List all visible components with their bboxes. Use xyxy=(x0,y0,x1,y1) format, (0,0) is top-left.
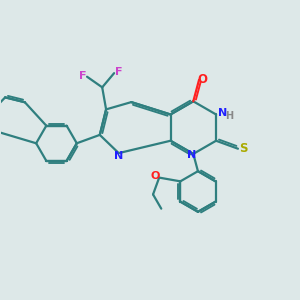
Text: N: N xyxy=(218,108,227,118)
Text: F: F xyxy=(115,67,122,77)
Text: H: H xyxy=(225,111,233,121)
Text: N: N xyxy=(188,150,197,161)
Text: S: S xyxy=(239,142,248,155)
Text: O: O xyxy=(198,73,208,86)
Text: O: O xyxy=(150,171,160,181)
Text: N: N xyxy=(114,151,123,161)
Text: F: F xyxy=(79,70,86,80)
